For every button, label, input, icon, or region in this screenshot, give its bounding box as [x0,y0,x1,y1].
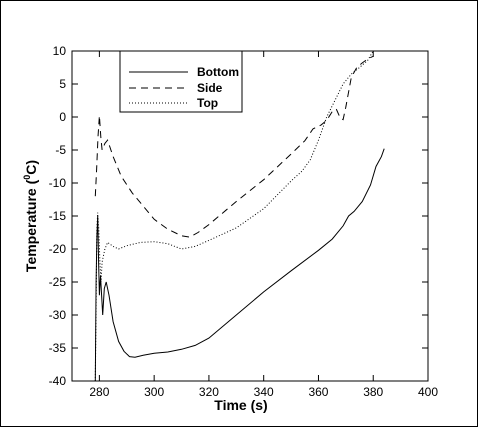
y-tick-label: -30 [49,308,67,322]
legend-label-side: Side [197,81,223,95]
legend-box [119,50,243,113]
y-axis-title: Temperature (0C) [22,160,39,272]
x-tick-label: 280 [89,385,109,399]
series-line-side [94,55,374,238]
x-tick-label: 340 [254,385,274,399]
y-tick-label: -15 [49,209,67,223]
y-axis-title-superscript: 0 [22,175,32,180]
y-axis-title-main: Temperature ( [23,179,39,272]
series-line-top [94,50,374,382]
y-tick-label: -20 [49,242,67,256]
y-tick-label: 10 [53,44,67,58]
legend: Bottom Side Top [119,50,243,113]
x-tick-labels: 280 300 320 340 360 380 400 [89,385,438,399]
x-tick-label: 300 [144,385,164,399]
axis-ticks [72,50,429,382]
y-tick-label: -10 [49,176,67,190]
y-tick-label: 5 [59,77,66,91]
series-line-bottom [94,148,385,382]
y-tick-labels: 10 5 0 -5 -10 -15 -20 -25 -30 -35 -40 [49,44,67,388]
y-tick-label: -40 [49,374,67,388]
x-tick-label: 400 [418,385,438,399]
x-tick-label: 380 [363,385,383,399]
y-tick-label: -35 [49,341,67,355]
y-tick-label: -5 [55,143,66,157]
x-tick-label: 360 [308,385,328,399]
x-tick-label: 320 [199,385,219,399]
y-axis-title-tail: C) [23,160,39,175]
legend-label-bottom: Bottom [197,65,239,79]
series-lines [94,50,385,382]
legend-label-top: Top [197,96,218,110]
y-tick-label: -25 [49,275,67,289]
x-axis-title: Time (s) [214,397,267,413]
y-tick-label: 0 [59,110,66,124]
